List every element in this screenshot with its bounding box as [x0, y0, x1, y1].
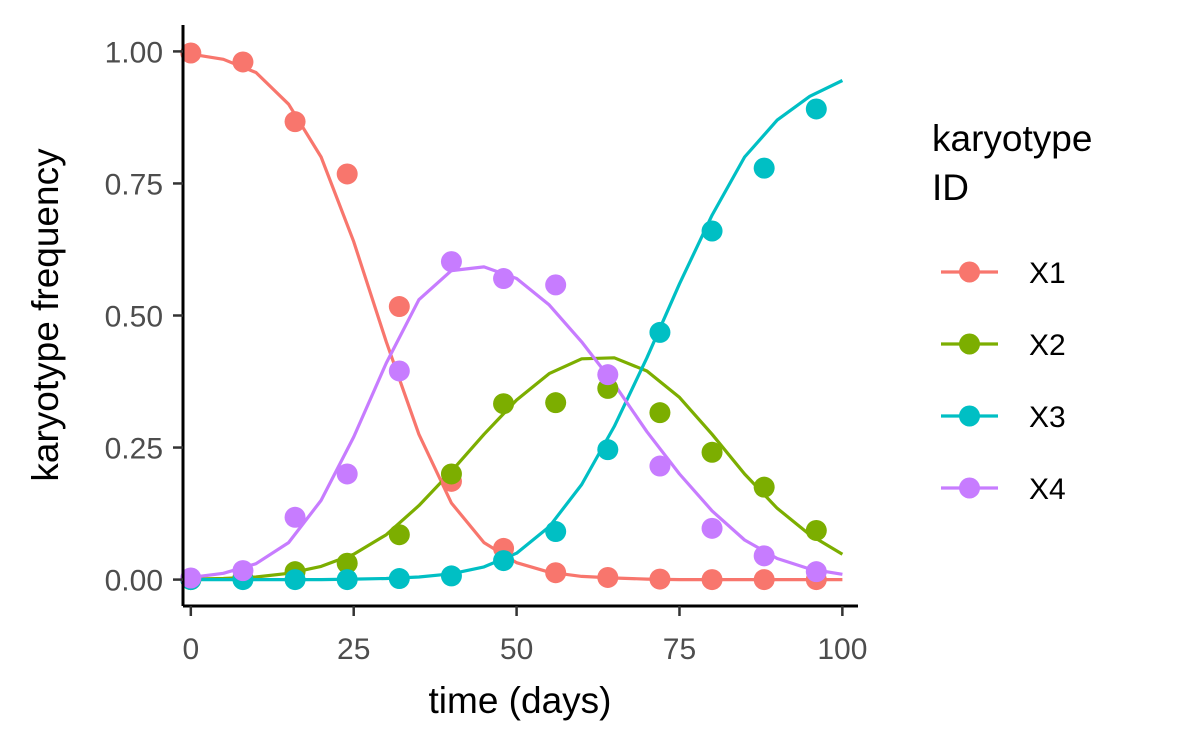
data-point-x4 — [180, 567, 202, 589]
legend-title-line-1: karyotype — [932, 118, 1092, 159]
data-point-x2 — [545, 392, 567, 414]
legend-key-point — [959, 405, 980, 427]
legend-label: X4 — [1029, 473, 1066, 506]
legend-key-point — [959, 477, 980, 499]
y-tick-label: 0.00 — [105, 565, 163, 598]
x-tick-label: 75 — [663, 633, 696, 666]
data-point-x2 — [649, 402, 671, 424]
legend-label: X3 — [1029, 401, 1066, 434]
y-tick-label: 1.00 — [105, 36, 163, 69]
data-point-x3 — [597, 439, 619, 461]
fit-line-x3 — [190, 79, 844, 582]
y-tick-label: 0.75 — [105, 168, 163, 201]
data-point-x2 — [388, 524, 410, 546]
legend-items: X1 X2 X3 X4 — [941, 257, 1066, 506]
data-point-x2 — [440, 463, 462, 485]
data-point-x1 — [180, 42, 202, 64]
data-point-x4 — [232, 560, 254, 582]
data-point-x1 — [545, 562, 567, 584]
axes — [181, 25, 858, 608]
data-point-x3 — [388, 568, 410, 590]
legend-label: X1 — [1029, 257, 1066, 290]
data-point-x1 — [649, 568, 671, 590]
x-tick-label: 0 — [182, 633, 199, 666]
data-point-x1 — [284, 111, 306, 133]
legend-label: X2 — [1029, 329, 1066, 362]
data-point-x4 — [597, 364, 619, 386]
data-point-x3 — [701, 220, 723, 242]
data-point-x2 — [336, 552, 358, 574]
plot-area — [180, 42, 844, 591]
data-point-x4 — [753, 545, 775, 567]
data-point-x3 — [336, 569, 358, 591]
data-point-x2 — [753, 476, 775, 498]
data-point-x4 — [805, 561, 827, 583]
legend-item-x4: X4 — [941, 473, 1066, 506]
x-tick-label: 50 — [500, 633, 533, 666]
data-point-x4 — [701, 517, 723, 539]
legend: karyotype ID X1 X2 X3 X4 — [932, 118, 1092, 506]
data-point-x2 — [805, 519, 827, 541]
x-tick-label: 25 — [337, 633, 370, 666]
legend-key-point — [959, 333, 980, 355]
data-point-x1 — [753, 569, 775, 591]
data-point-x1 — [232, 51, 254, 73]
fit-line-x4 — [190, 265, 843, 580]
data-point-x2 — [493, 393, 515, 415]
data-point-x4 — [440, 251, 462, 273]
data-point-x4 — [284, 506, 306, 528]
y-axis-title: karyotype frequency — [25, 148, 66, 482]
data-point-x2 — [701, 441, 723, 463]
data-point-x3 — [805, 98, 827, 120]
data-point-x4 — [545, 274, 567, 296]
legend-item-x2: X2 — [941, 329, 1066, 362]
data-point-x4 — [336, 463, 358, 485]
legend-item-x1: X1 — [941, 257, 1066, 290]
y-tick-label: 0.25 — [105, 433, 163, 466]
data-point-x4 — [493, 268, 515, 290]
data-point-x1 — [701, 569, 723, 591]
data-point-x3 — [753, 157, 775, 179]
legend-item-x3: X3 — [941, 401, 1066, 434]
data-point-x1 — [597, 566, 619, 588]
fit-line-x2 — [190, 356, 844, 581]
data-point-x4 — [388, 360, 410, 382]
data-point-x1 — [336, 163, 358, 185]
data-point-x3 — [284, 569, 306, 591]
x-tick-label: 100 — [817, 633, 867, 666]
data-point-x3 — [649, 321, 671, 343]
data-point-x3 — [493, 550, 515, 572]
fit-line-x1 — [190, 52, 843, 582]
y-tick-label: 0.50 — [105, 301, 163, 334]
data-point-x3 — [440, 565, 462, 587]
data-point-x4 — [649, 455, 671, 477]
legend-title-line-2: ID — [932, 167, 969, 208]
data-point-x3 — [545, 521, 567, 543]
legend-key-point — [959, 261, 980, 283]
x-axis-title: time (days) — [429, 680, 612, 721]
ticks: 0 25 50 75 100 0.00 0.25 0.50 0.75 1.00 — [105, 36, 868, 666]
data-point-x1 — [388, 296, 410, 318]
